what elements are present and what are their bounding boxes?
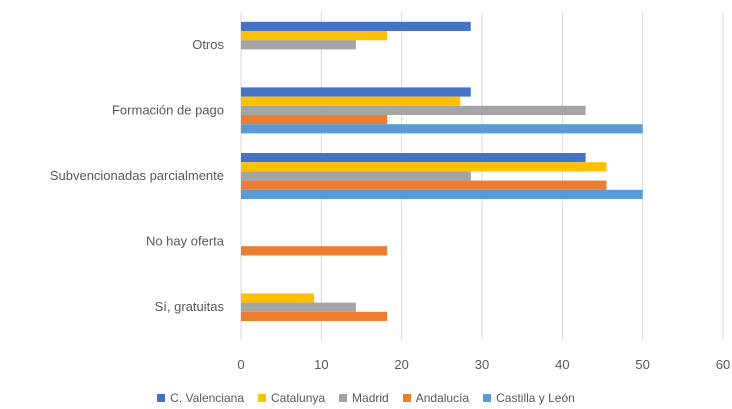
legend-label: Castilla y León bbox=[496, 391, 575, 405]
bar bbox=[241, 180, 607, 190]
x-tick-label: 60 bbox=[716, 357, 730, 372]
x-tick-label: 30 bbox=[475, 357, 489, 372]
x-tick-label: 0 bbox=[237, 357, 244, 372]
category-label: Subvencionadas parcialmente bbox=[50, 168, 224, 183]
bar bbox=[241, 153, 586, 163]
legend-swatch bbox=[258, 394, 266, 402]
x-tick-label: 10 bbox=[314, 357, 328, 372]
legend-item: Madrid bbox=[339, 391, 389, 405]
x-tick-label: 50 bbox=[635, 357, 649, 372]
bar bbox=[241, 31, 388, 41]
bar bbox=[241, 124, 643, 134]
category-label: Formación de pago bbox=[112, 102, 224, 117]
x-tick-label: 20 bbox=[394, 357, 408, 372]
category-label: Otros bbox=[192, 37, 224, 52]
legend-swatch bbox=[402, 394, 411, 402]
bar bbox=[241, 302, 356, 312]
x-axis-tick-labels: 0 10 20 30 40 50 60 bbox=[237, 357, 730, 372]
bar bbox=[241, 189, 643, 199]
bar bbox=[241, 246, 388, 256]
bar bbox=[241, 171, 471, 181]
legend-item: C. Valenciana bbox=[157, 391, 244, 405]
bar bbox=[241, 96, 461, 106]
bar bbox=[241, 162, 607, 172]
legend: C. Valenciana Catalunya Madrid Andalucía Cas… bbox=[0, 388, 732, 408]
bar bbox=[241, 87, 471, 97]
bar bbox=[241, 21, 471, 31]
legend-swatch bbox=[157, 394, 166, 402]
legend-label: Catalunya bbox=[271, 391, 326, 405]
category-label: No hay oferta bbox=[146, 234, 225, 249]
legend-item: Catalunya bbox=[258, 391, 325, 405]
bar bbox=[241, 115, 388, 125]
x-tick-label: 40 bbox=[555, 357, 569, 372]
bar bbox=[241, 311, 388, 321]
bars bbox=[241, 21, 643, 321]
bar bbox=[241, 293, 315, 303]
bar bbox=[241, 105, 586, 115]
category-labels: Otros Formación de pago Subvencionadas par… bbox=[50, 37, 225, 314]
bar bbox=[241, 40, 356, 50]
legend-label: C. Valenciana bbox=[170, 391, 244, 405]
legend-label: Madrid bbox=[352, 391, 389, 405]
category-label: Sí, gratuitas bbox=[155, 299, 225, 314]
legend-item: Castilla y León bbox=[483, 391, 575, 405]
legend-swatch bbox=[339, 394, 348, 402]
legend-item: Andalucía bbox=[402, 391, 470, 405]
legend-swatch bbox=[483, 394, 492, 402]
legend-label: Andalucía bbox=[415, 391, 470, 405]
bar-chart: Otros Formación de pago Subvencionadas par… bbox=[50, 12, 730, 372]
